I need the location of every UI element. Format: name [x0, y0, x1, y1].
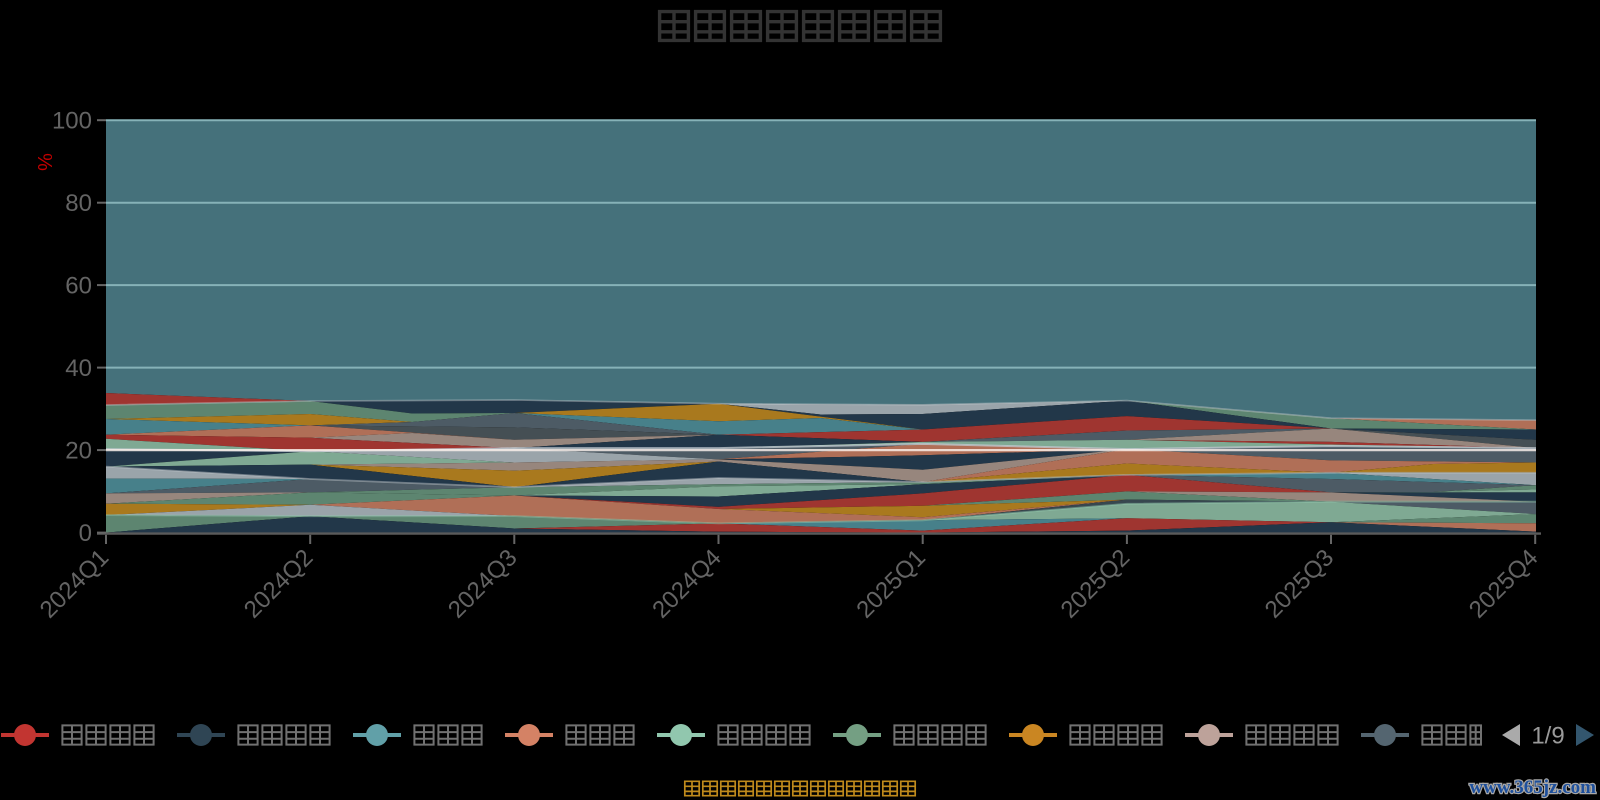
svg-text:40: 40 [65, 355, 92, 382]
svg-text:0: 0 [79, 520, 92, 547]
svg-text:60: 60 [65, 273, 92, 300]
svg-text:1/9: 1/9 [1531, 723, 1564, 750]
svg-text:20: 20 [65, 438, 92, 465]
svg-text:www.365jz.com: www.365jz.com [1469, 777, 1596, 798]
svg-text:80: 80 [65, 190, 92, 217]
svg-text:%: % [33, 153, 55, 171]
svg-text:100: 100 [52, 108, 92, 135]
